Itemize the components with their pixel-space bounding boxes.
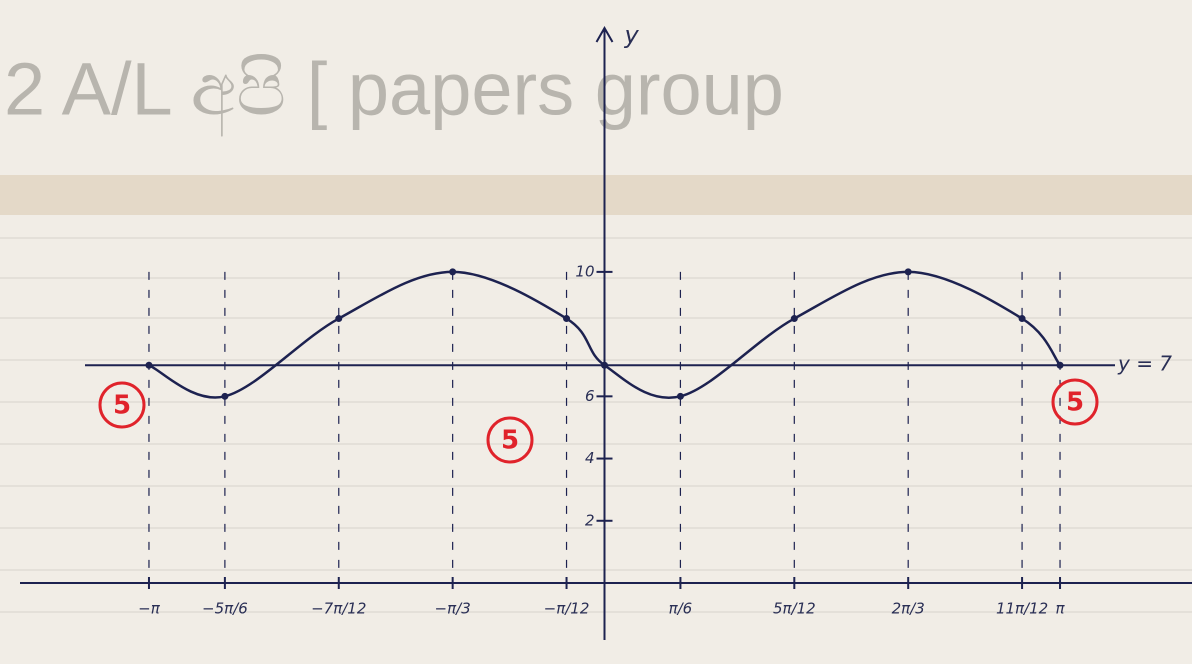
- point: [221, 393, 228, 400]
- y-tick-label: 4: [585, 449, 595, 467]
- point: [335, 315, 342, 322]
- y-tick-label: 6: [585, 387, 595, 405]
- x-tick-label: −π/3: [435, 600, 471, 618]
- x-tick-label: 11π/12: [996, 600, 1048, 618]
- point: [145, 362, 152, 369]
- point: [449, 268, 456, 275]
- reference-line-label: y = 7: [1117, 352, 1172, 376]
- mark-label: 5: [501, 426, 519, 456]
- y-tick-label: 10: [575, 262, 594, 280]
- x-tick-label: −5π/6: [202, 600, 248, 618]
- y-tick-label: 2: [585, 511, 595, 529]
- watermark: 2 A/L අපි [ papers group: [4, 48, 784, 138]
- point: [1019, 315, 1026, 322]
- point: [601, 362, 608, 369]
- x-tick-label: π/6: [669, 600, 693, 618]
- mark-label: 5: [113, 391, 131, 421]
- point: [563, 315, 570, 322]
- x-tick-label: −π/12: [544, 600, 590, 618]
- paper-fold: [0, 175, 1192, 215]
- x-tick-label: 2π/3: [892, 600, 925, 618]
- point: [677, 393, 684, 400]
- point: [905, 268, 912, 275]
- mark-label: 5: [1066, 388, 1084, 418]
- x-tick-label: −π: [138, 600, 161, 618]
- point: [1057, 362, 1064, 369]
- chart: 2 A/L අපි [ papers group y 2 4 6 10 −π −5π/6 −7…: [0, 0, 1192, 664]
- x-tick-label: −7π/12: [311, 600, 366, 618]
- point: [791, 315, 798, 322]
- x-tick-label: π: [1056, 600, 1066, 618]
- y-axis-label: y: [624, 21, 640, 49]
- x-tick-label: 5π/12: [773, 600, 816, 618]
